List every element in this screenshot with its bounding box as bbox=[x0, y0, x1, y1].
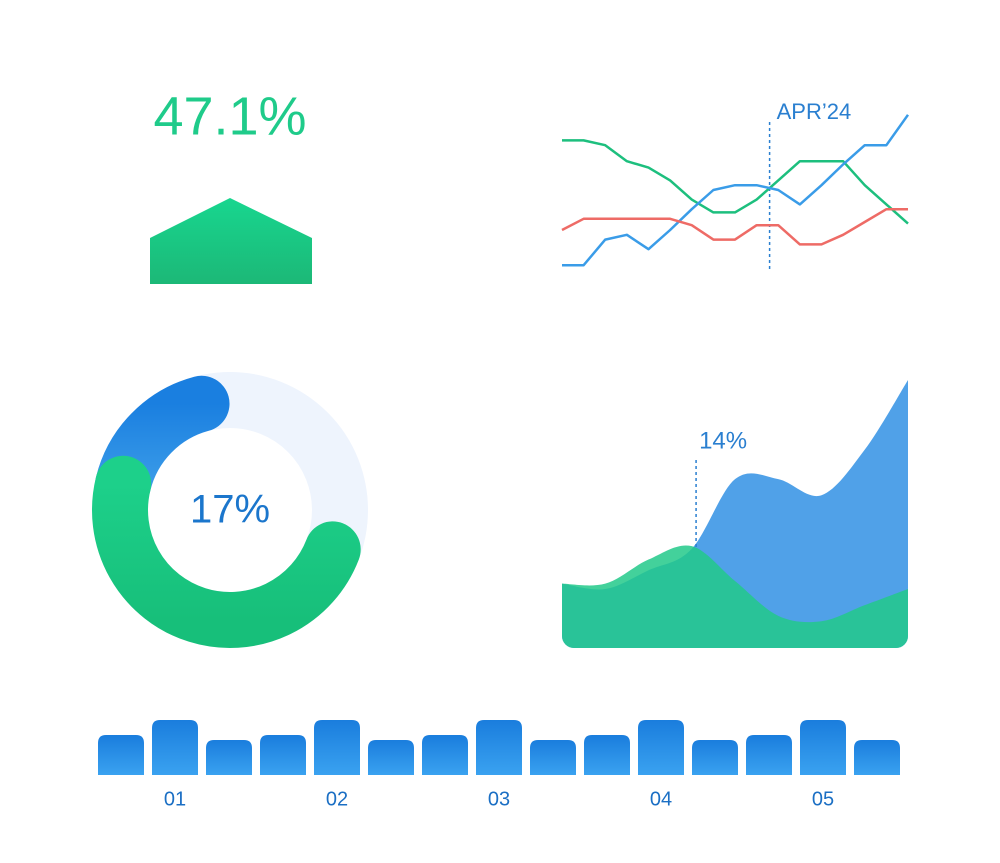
annotation-label: 14% bbox=[699, 427, 747, 454]
bar bbox=[260, 735, 306, 775]
bar bbox=[584, 735, 630, 775]
bar bbox=[368, 740, 414, 775]
area-series bbox=[562, 545, 908, 648]
x-tick-label: 02 bbox=[326, 788, 348, 810]
bar bbox=[800, 720, 846, 775]
bar bbox=[206, 740, 252, 775]
x-tick-label: 01 bbox=[164, 788, 186, 810]
bar bbox=[854, 740, 900, 775]
bar bbox=[98, 735, 144, 775]
bar bbox=[692, 740, 738, 775]
bar bbox=[746, 735, 792, 775]
bar bbox=[638, 720, 684, 775]
stat-shape bbox=[150, 198, 312, 284]
bar bbox=[314, 720, 360, 775]
bar bbox=[422, 735, 468, 775]
area-group bbox=[562, 380, 908, 648]
stat-value: 47.1% bbox=[153, 86, 306, 146]
bar bbox=[152, 720, 198, 775]
donut-segment bbox=[92, 455, 361, 648]
line-series bbox=[562, 139, 909, 225]
bar bbox=[530, 740, 576, 775]
line-series bbox=[561, 207, 908, 246]
x-tick-label: 05 bbox=[812, 788, 834, 810]
annotation-label: APR’24 bbox=[777, 99, 852, 124]
x-tick-label: 03 bbox=[488, 788, 510, 810]
line-series bbox=[562, 114, 910, 267]
bar bbox=[476, 720, 522, 775]
x-tick-label: 04 bbox=[650, 788, 672, 810]
donut-center-label: 17% bbox=[190, 488, 270, 532]
